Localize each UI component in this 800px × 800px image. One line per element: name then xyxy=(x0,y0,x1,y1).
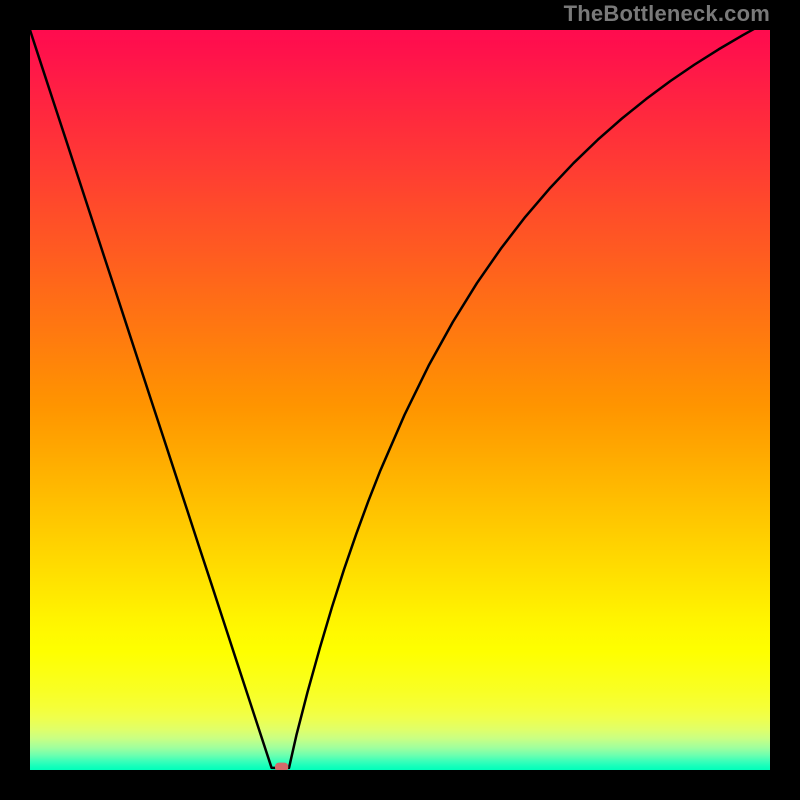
chart-frame: TheBottleneck.com xyxy=(0,0,800,800)
plot-area xyxy=(30,30,770,770)
chart-svg xyxy=(30,30,770,770)
chart-background xyxy=(30,30,770,770)
watermark-text: TheBottleneck.com xyxy=(564,1,770,27)
optimum-marker xyxy=(275,763,288,770)
